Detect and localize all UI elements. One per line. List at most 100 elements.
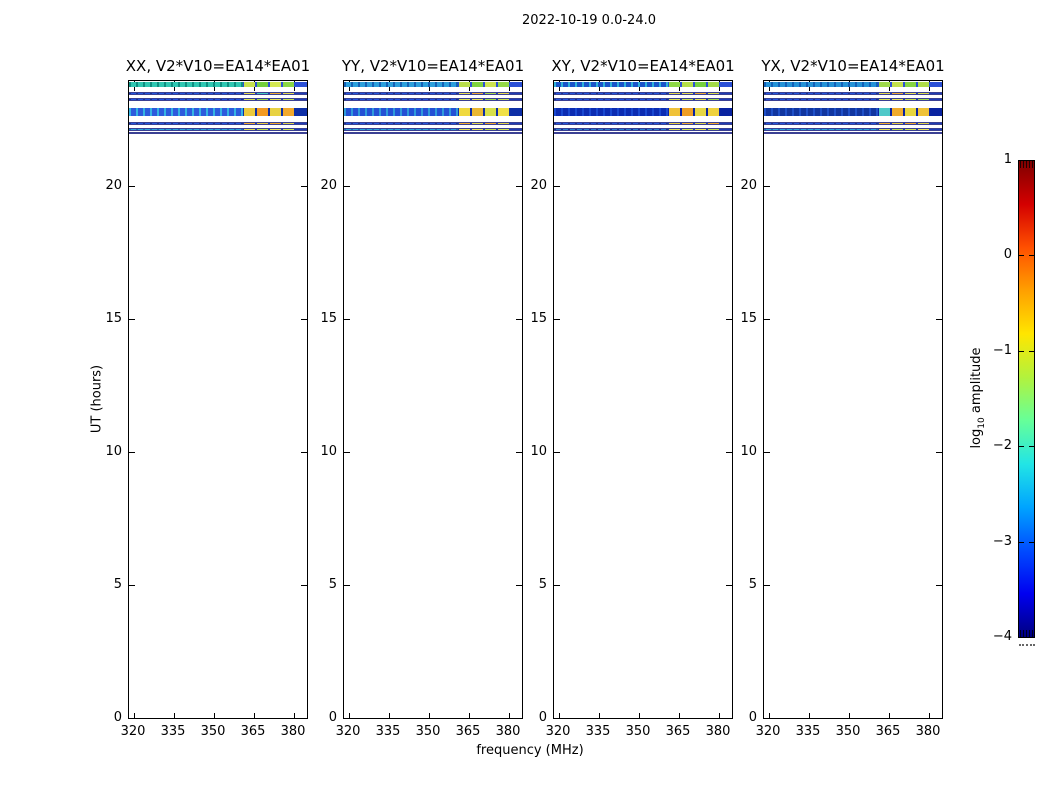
x-tick-bottom	[293, 713, 295, 718]
y-tick-left	[764, 452, 770, 454]
colorbar-tick	[1029, 255, 1034, 257]
data-band	[129, 81, 307, 88]
panel-title-yy: YY, V2*V10=EA14*EA01	[341, 57, 525, 75]
y-tick-left	[344, 585, 350, 587]
x-tick-label: 335	[795, 724, 821, 739]
band-segment	[708, 123, 719, 125]
colorbar-tick-label: −2	[992, 438, 1012, 454]
band-segment	[879, 108, 890, 117]
data-band	[344, 132, 522, 135]
band-segment	[892, 123, 903, 125]
data-band	[129, 122, 307, 126]
band-segment	[892, 129, 903, 131]
band-segment	[485, 108, 496, 117]
colorbar-tick	[1029, 446, 1034, 448]
x-tick-label: 350	[625, 724, 651, 739]
band-segment	[485, 99, 496, 100]
colorbar-tick-label: −3	[992, 533, 1012, 549]
y-tick-left	[764, 319, 770, 321]
colorbar-label: log10 amplitude	[969, 347, 987, 448]
colorbar-end-hatch	[1029, 630, 1030, 637]
band-low-freq	[764, 81, 878, 88]
y-tick-label: 15	[320, 311, 337, 327]
panel-title-xx: XX, V2*V10=EA14*EA01	[125, 57, 311, 75]
x-tick-label: 350	[415, 724, 441, 739]
band-segment	[918, 81, 929, 88]
y-tick-right	[516, 585, 522, 587]
x-axis-label: frequency (MHz)	[476, 743, 584, 758]
y-tick-label: 0	[113, 710, 122, 725]
y-tick-right	[301, 585, 307, 587]
x-tick-bottom	[173, 713, 175, 718]
x-tick-label: 380	[915, 724, 941, 739]
y-tick-right	[936, 319, 942, 321]
x-tick-bottom	[638, 713, 640, 718]
band-segment	[682, 129, 693, 131]
band-segment	[918, 99, 929, 100]
band-segment	[270, 92, 281, 94]
band-segment	[905, 81, 916, 88]
band-segment	[695, 129, 706, 131]
band-segment	[472, 81, 483, 88]
band-segment	[669, 108, 680, 117]
band-segment	[244, 123, 255, 125]
band-segment	[682, 92, 693, 94]
colorbar-tick-label: 1	[1003, 152, 1012, 167]
panel-yx	[763, 80, 943, 719]
x-tick-label: 365	[665, 724, 691, 739]
y-tick-label: 20	[320, 178, 337, 194]
y-tick-label: 10	[105, 444, 122, 460]
panel-xy	[553, 80, 733, 719]
y-tick-right	[301, 452, 307, 454]
x-tick-bottom	[213, 713, 215, 718]
x-tick-bottom	[888, 713, 890, 718]
band-low-freq	[554, 108, 668, 117]
y-axis-label: UT (hours)	[89, 364, 105, 434]
y-tick-label: 0	[328, 710, 337, 725]
band-segment	[283, 99, 294, 100]
x-tick-bottom	[928, 713, 930, 718]
band-segment	[708, 108, 719, 117]
x-tick-bottom	[253, 713, 255, 718]
band-low-freq	[344, 92, 458, 94]
band-segment	[669, 123, 680, 125]
x-tick-bottom	[768, 713, 770, 718]
band-segment	[244, 99, 255, 100]
colorbar-tick	[1019, 350, 1024, 352]
band-segment	[879, 123, 890, 125]
band-low-freq	[554, 99, 668, 100]
band-segment	[498, 99, 509, 100]
y-tick-right	[301, 319, 307, 321]
band-low-freq	[344, 99, 458, 100]
figure-title: 2022-10-19 0.0-24.0	[522, 13, 656, 28]
y-tick-label: 5	[328, 577, 337, 593]
x-tick-bottom	[348, 713, 350, 718]
colorbar-tick	[1029, 350, 1034, 352]
y-tick-label: 15	[740, 311, 757, 327]
band-segment	[498, 92, 509, 94]
colorbar-label-sub: 10	[976, 417, 987, 429]
band-low-freq	[129, 123, 243, 125]
band-segment	[695, 108, 706, 117]
band-low-freq	[129, 99, 243, 100]
band-segment	[708, 129, 719, 131]
y-tick-right	[301, 186, 307, 188]
y-tick-label: 15	[105, 311, 122, 327]
band-segment	[485, 92, 496, 94]
band-segment	[695, 123, 706, 125]
band-low-freq	[129, 81, 243, 88]
band-low-freq	[129, 129, 243, 131]
band-segment	[879, 81, 890, 88]
data-band	[554, 81, 732, 88]
y-tick-label: 20	[530, 178, 547, 194]
band-segment	[485, 123, 496, 125]
band-segment	[669, 92, 680, 94]
band-low-freq	[554, 92, 668, 94]
band-segment	[472, 129, 483, 131]
y-tick-left	[554, 186, 560, 188]
band-segment	[918, 129, 929, 131]
panel-title-yx: YX, V2*V10=EA14*EA01	[761, 57, 945, 75]
y-tick-left	[344, 186, 350, 188]
x-tick-label: 335	[375, 724, 401, 739]
